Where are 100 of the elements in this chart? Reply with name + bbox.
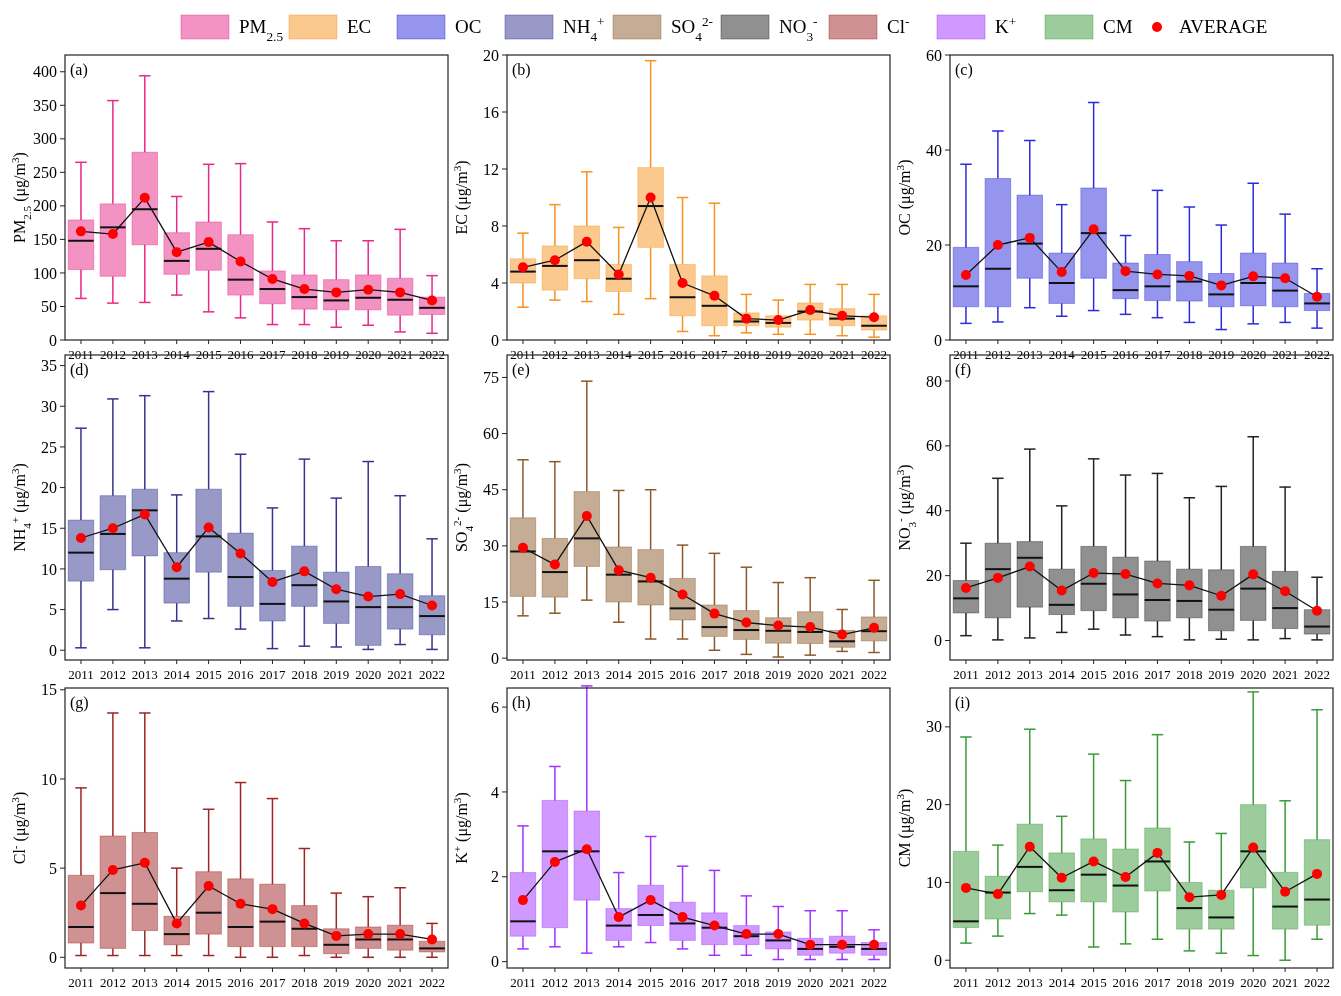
x-tick-label: 2018 — [733, 667, 760, 682]
x-tick-label: 2022 — [861, 347, 888, 362]
legend-label: Cl$^{-}$ — [887, 13, 910, 37]
point — [203, 880, 214, 891]
y-tick-label: 30 — [926, 718, 942, 736]
x-tick-label: 2011 — [953, 667, 979, 682]
legend-label: OC — [455, 16, 482, 37]
x-tick-label: 2018 — [1176, 975, 1203, 990]
point — [1184, 892, 1195, 903]
x-tick-label: 2016 — [227, 975, 255, 990]
x-tick-label: 2021 — [829, 347, 856, 362]
x-tick-label: 2019 — [765, 975, 792, 990]
x-tick-label: 2022 — [861, 667, 888, 682]
point — [235, 898, 246, 909]
point — [139, 509, 150, 520]
x-tick-label: 2015 — [195, 347, 222, 362]
x-tick-label: 2020 — [797, 667, 824, 682]
legend-label: EC — [347, 16, 372, 37]
x-tick-label: 2021 — [1272, 975, 1299, 990]
x-tick-label: 2015 — [637, 347, 664, 362]
x-tick-label: 2016 — [227, 347, 255, 362]
x-tick-label: 2011 — [510, 347, 536, 362]
y-tick-label: 15 — [41, 519, 57, 537]
point — [75, 900, 86, 911]
x-tick-label: 2015 — [1080, 975, 1107, 990]
point — [960, 882, 971, 893]
x-tick-label: 2011 — [68, 667, 94, 682]
point — [677, 278, 688, 288]
y-tick-label: 12 — [483, 160, 499, 178]
annotation: (e) — [512, 361, 530, 379]
x-tick-label: 2014 — [163, 347, 191, 362]
x-tick-label: 2018 — [291, 667, 318, 682]
x-tick-label: 2014 — [605, 975, 633, 990]
y-tick-label: 5 — [49, 859, 57, 877]
x-tick-label: 2015 — [637, 975, 664, 990]
y-tick-label: 30 — [483, 537, 499, 555]
x-tick-label: 2014 — [1048, 667, 1076, 682]
x-tick-label: 2018 — [1176, 667, 1203, 682]
y-tick-label: 400 — [33, 63, 57, 81]
point — [773, 929, 784, 940]
point — [1120, 569, 1131, 580]
x-tick-label: 2019 — [765, 347, 792, 362]
x-tick-label: 2013 — [1016, 975, 1043, 990]
y-tick-label: 300 — [33, 130, 57, 148]
y-tick-label: 0 — [934, 632, 942, 650]
y-tick-label: 10 — [41, 560, 57, 578]
y-tick-label: 350 — [33, 96, 57, 114]
x-tick-label: 2016 — [669, 347, 697, 362]
x-tick-label: 2020 — [797, 347, 824, 362]
y-tick-label: 0 — [49, 331, 57, 349]
point — [549, 856, 560, 867]
y-tick-label: 0 — [49, 948, 57, 966]
x-tick-label: 2016 — [227, 667, 255, 682]
x-tick-label: 2012 — [541, 975, 568, 990]
y-tick-label: 30 — [41, 397, 57, 415]
x-tick-label: 2020 — [355, 347, 382, 362]
y-tick-label: 15 — [483, 593, 499, 611]
x-tick-label: 2022 — [419, 347, 446, 362]
y-tick-label: 60 — [926, 437, 942, 455]
x-tick-label: 2018 — [733, 975, 760, 990]
point — [517, 542, 528, 553]
legend-label: PM$_{2.5}$ — [239, 16, 284, 44]
y-tick-label: 0 — [491, 953, 499, 971]
y-tick-label: 20 — [926, 567, 942, 585]
x-tick-label: 2016 — [669, 975, 697, 990]
x-tick-label: 2021 — [387, 975, 414, 990]
y-tick-label: 16 — [483, 103, 499, 121]
point — [1056, 585, 1067, 596]
y-tick-label: 20 — [926, 236, 942, 254]
annotation: (h) — [512, 694, 531, 712]
point — [427, 934, 438, 945]
y-tick-label: 4 — [491, 274, 499, 292]
point — [992, 572, 1003, 583]
x-tick-label: 2021 — [1272, 347, 1299, 362]
x-tick-label: 2020 — [355, 975, 382, 990]
x-tick-label: 2012 — [99, 667, 126, 682]
y-tick-label: 0 — [49, 641, 57, 659]
annotation: (f) — [955, 361, 971, 379]
y-tick-label: 250 — [33, 163, 57, 181]
point — [1280, 886, 1291, 897]
y-tick-label: 60 — [483, 425, 499, 443]
point — [363, 591, 374, 602]
point — [1216, 889, 1227, 900]
point — [613, 912, 624, 923]
point — [645, 192, 656, 203]
annotation: (g) — [70, 694, 89, 712]
point — [331, 584, 342, 595]
x-tick-label: 2013 — [573, 975, 600, 990]
x-tick-label: 2016 — [1112, 667, 1140, 682]
x-tick-label: 2013 — [131, 347, 158, 362]
point — [331, 930, 342, 941]
y-tick-label: 5 — [49, 601, 57, 619]
point — [1088, 856, 1099, 867]
legend-label: K$^{+}$ — [995, 13, 1017, 37]
x-tick-label: 2020 — [1240, 347, 1267, 362]
y-tick-label: 60 — [926, 46, 942, 64]
point — [75, 226, 86, 237]
point — [549, 255, 560, 266]
x-tick-label: 2021 — [1272, 667, 1299, 682]
y-tick-label: 35 — [41, 357, 57, 375]
